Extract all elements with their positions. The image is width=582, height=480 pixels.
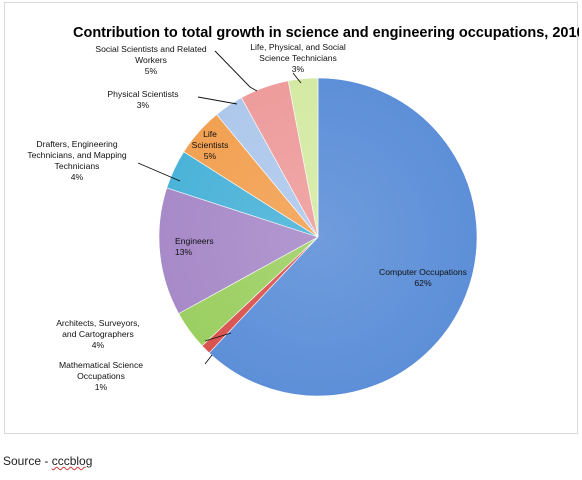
leader-line-drafters-engineering-technicians-and-mapping-technicians — [137, 162, 181, 182]
slice-label-computer-occupations: Computer Occupations 62% — [379, 267, 467, 288]
chart-title: Contribution to total growth in science … — [73, 25, 579, 41]
leader-line-social-scientists-and-related-workers — [214, 50, 258, 92]
slice-label-drafters-engineering-technicians-and-mapping-technicians: Drafters, Engineering Technicians, and Ma… — [27, 139, 127, 182]
leader-line-physical-scientists — [197, 96, 238, 105]
slice-label-life-scientists: Life Scientists 5% — [192, 129, 229, 161]
slice-label-life-physical-and-social-science-technicians: Life, Physical, and Social Science Techni… — [250, 42, 346, 74]
pie-chart: Contribution to total growth in science … — [27, 25, 579, 397]
pie-slice-life-physical-and-social-science-technicians — [287, 77, 319, 238]
slice-labels: Computer Occupations 62% Mathematical Scie… — [27, 42, 467, 392]
pie-slice-engineers — [158, 187, 319, 315]
slice-label-mathematical-science-occupations: Mathematical Science Occupations 1% — [59, 360, 143, 392]
slice-label-physical-scientists: Physical Scientists 3% — [107, 89, 178, 110]
source-caption: Source - cccblog — [3, 454, 92, 468]
chart-frame: Contribution to total growth in science … — [4, 2, 579, 434]
source-link[interactable]: cccblog — [51, 454, 93, 468]
leader-line-architects-surveyors-and-cartographers — [204, 332, 232, 342]
slice-label-engineers: Engineers 13% — [175, 236, 214, 257]
leader-line-mathematical-science-occupations — [204, 354, 213, 365]
leader-lines — [137, 50, 302, 365]
pie-slice-computer-occupations — [208, 77, 478, 397]
leader-line-life-physical-and-social-science-technicians — [292, 72, 302, 84]
source-prefix: Source - — [3, 454, 52, 468]
slice-label-social-scientists-and-related-workers: Social Scientists and Related Workers 5% — [95, 44, 207, 76]
pie-slices — [158, 77, 478, 397]
slice-label-architects-surveyors-and-cartographers: Architects, Surveyors, and Cartographers 4… — [56, 318, 140, 350]
